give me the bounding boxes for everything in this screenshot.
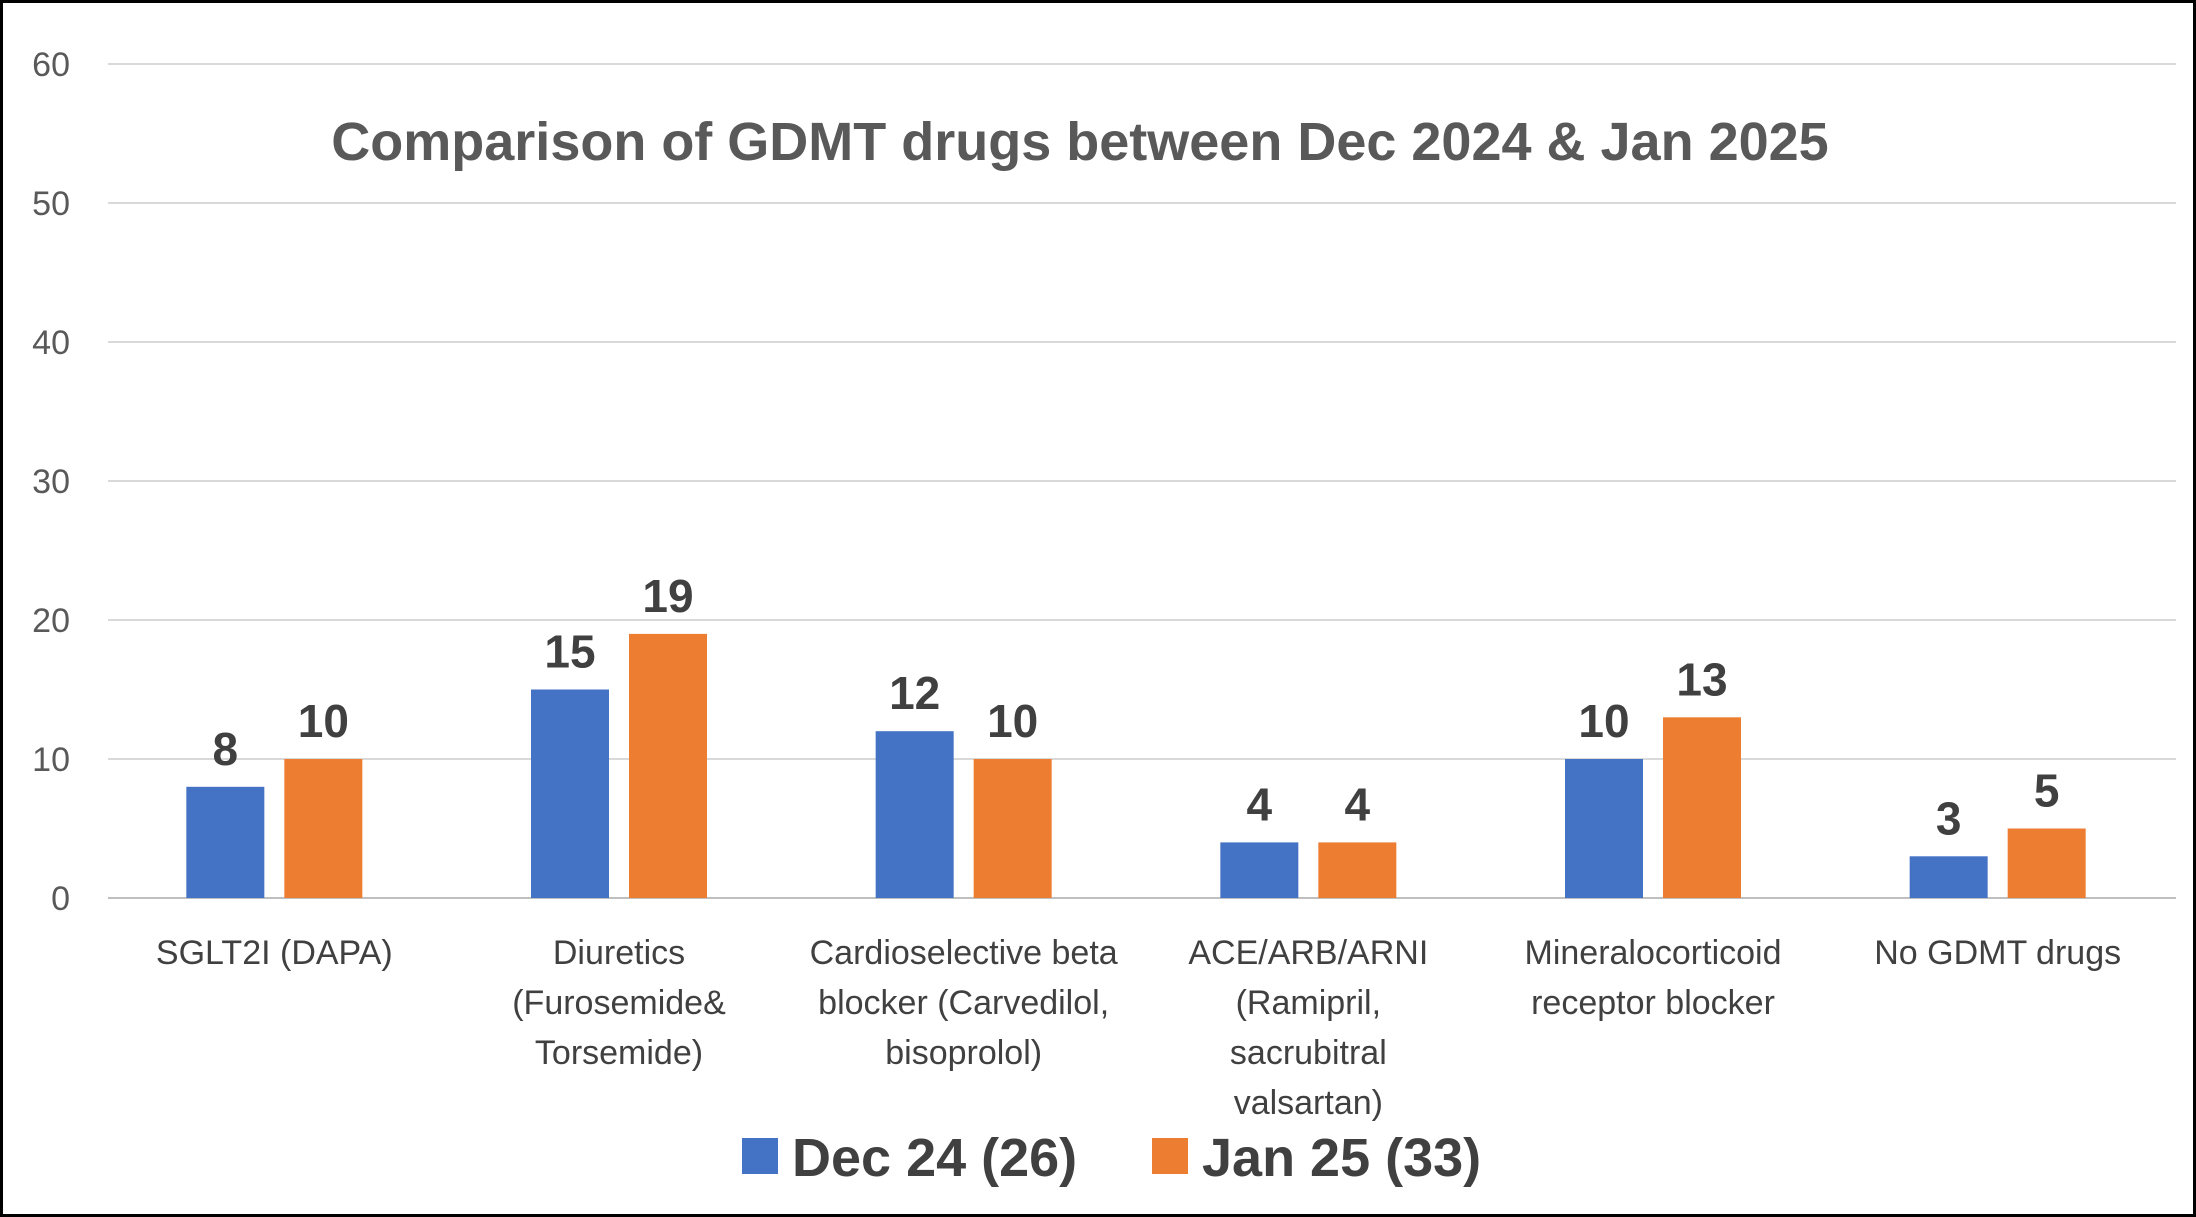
bar-jan25	[629, 633, 707, 898]
bar-jan25	[2007, 828, 2086, 898]
y-tick-label: 20	[32, 602, 70, 640]
category-label: Mineralocorticoid receptor blocker	[1525, 934, 1782, 1022]
data-label: 4	[1247, 778, 1273, 830]
bar-dec24	[1909, 856, 1988, 898]
y-tick-label: 30	[32, 463, 70, 501]
data-label: 3	[1936, 792, 1962, 844]
data-label: 15	[544, 626, 595, 678]
bar-dec24	[1565, 759, 1643, 898]
data-label: 19	[642, 570, 693, 622]
data-label: 5	[2034, 765, 2060, 817]
bar-dec24	[1220, 842, 1299, 898]
category-label: Cardioselective beta blocker (Carvedilol,…	[810, 934, 1118, 1072]
data-label: 10	[987, 695, 1038, 747]
bar-jan25	[1663, 717, 1741, 898]
data-label: 8	[213, 723, 239, 775]
bar-jan25	[284, 759, 363, 898]
bar-dec24	[531, 689, 609, 898]
y-tick-label: 0	[51, 880, 70, 918]
bar-jan25	[1318, 842, 1397, 898]
legend: Dec 24 (26) Jan 25 (33)	[742, 1128, 1481, 1188]
bar-jan25	[973, 759, 1052, 898]
data-label: 10	[298, 695, 349, 747]
data-labels: 8 10 15 19 12 10 4 4 10 13 3 5	[213, 570, 2060, 844]
category-label: ACE/ARB/ARNI (Ramipril, sacrubitral valsart…	[1188, 934, 1428, 1122]
gridlines	[108, 63, 2176, 899]
category-labels: SGLT2I (DAPA) Diuretics (Furosemide& Torsem…	[156, 934, 2121, 1122]
legend-swatch	[1152, 1138, 1188, 1174]
category-label: Diuretics (Furosemide& Torsemide)	[512, 934, 726, 1072]
chart-title: Comparison of GDMT drugs between Dec 202…	[331, 112, 1828, 172]
category-label: SGLT2I (DAPA)	[156, 934, 393, 972]
legend-label: Jan 25 (33)	[1202, 1128, 1481, 1188]
legend-label: Dec 24 (26)	[792, 1128, 1077, 1188]
bar-dec24	[875, 731, 954, 898]
data-label: 4	[1345, 778, 1371, 830]
bar-dec24	[186, 786, 265, 898]
category-label: No GDMT drugs	[1874, 934, 2121, 972]
y-tick-label: 50	[32, 185, 70, 223]
data-label: 13	[1676, 653, 1727, 705]
data-label: 12	[889, 667, 940, 719]
legend-swatch	[742, 1138, 778, 1174]
y-tick-label: 40	[32, 324, 70, 362]
y-tick-label: 10	[32, 741, 70, 779]
bars	[186, 633, 2086, 898]
data-label: 10	[1578, 695, 1629, 747]
y-axis-ticks: 0 10 20 30 40 50 60	[32, 46, 70, 918]
y-tick-label: 60	[32, 46, 70, 84]
